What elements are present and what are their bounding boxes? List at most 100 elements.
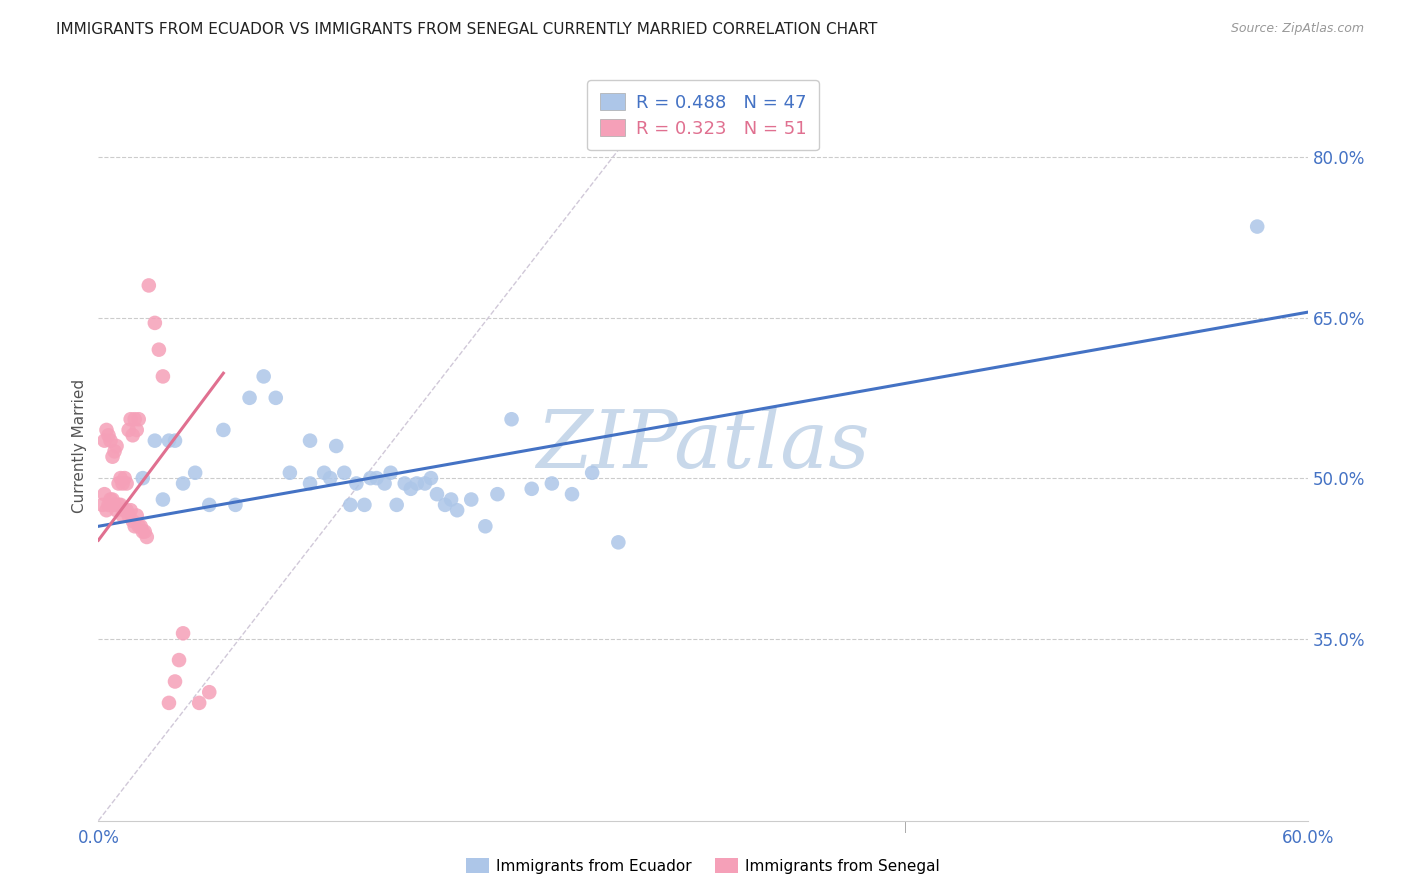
Point [420,471,443,485]
Point [581,466,603,480]
Point [460,492,482,507]
Point [121,514,143,528]
Point [111,508,134,523]
Point [198,498,221,512]
Point [374,476,396,491]
Point [152,492,174,507]
Point [110,498,132,512]
Point [314,466,336,480]
Point [93,434,115,448]
Point [172,626,194,640]
Point [124,519,146,533]
Point [172,476,194,491]
Point [132,524,155,539]
Text: IMMIGRANTS FROM ECUADOR VS IMMIGRANTS FROM SENEGAL CURRENTLY MARRIED CORRELATION: IMMIGRANTS FROM ECUADOR VS IMMIGRANTS FR… [56,22,877,37]
Point [93,487,115,501]
Point [1246,219,1268,234]
Point [105,503,128,517]
Point [143,316,166,330]
Point [167,653,190,667]
Legend: R = 0.488   N = 47, R = 0.323   N = 51: R = 0.488 N = 47, R = 0.323 N = 51 [586,80,820,151]
Point [561,487,583,501]
Point [134,524,156,539]
Point [129,519,152,533]
Point [114,503,136,517]
Point [97,428,120,442]
Point [501,412,523,426]
Point [114,471,136,485]
Point [96,423,118,437]
Point [152,369,174,384]
Point [394,476,416,491]
Point [353,498,375,512]
Point [520,482,543,496]
Point [434,498,457,512]
Point [360,471,382,485]
Point [115,476,138,491]
Point [157,696,180,710]
Point [385,498,408,512]
Point [446,503,468,517]
Y-axis label: Currently Married: Currently Married [72,379,87,513]
Point [111,476,134,491]
Point [101,450,124,464]
Point [239,391,262,405]
Point [91,498,114,512]
Point [344,476,367,491]
Point [107,498,129,512]
Point [426,487,449,501]
Legend: Immigrants from Ecuador, Immigrants from Senegal: Immigrants from Ecuador, Immigrants from… [460,852,946,880]
Point [103,444,125,458]
Point [224,498,246,512]
Point [124,412,146,426]
Point [115,503,138,517]
Point [128,412,150,426]
Point [319,471,342,485]
Point [121,428,143,442]
Point [118,508,141,523]
Point [138,278,160,293]
Point [198,685,221,699]
Point [132,471,155,485]
Point [163,674,186,689]
Point [440,492,463,507]
Point [107,476,129,491]
Point [100,434,122,448]
Point [125,508,148,523]
Point [405,476,427,491]
Point [184,466,207,480]
Point [101,492,124,507]
Point [413,476,436,491]
Point [128,519,150,533]
Point [325,439,347,453]
Point [110,471,132,485]
Point [143,434,166,448]
Point [299,476,322,491]
Point [333,466,356,480]
Point [120,412,142,426]
Point [100,492,122,507]
Point [103,498,125,512]
Point [120,503,142,517]
Point [299,434,322,448]
Point [264,391,287,405]
Point [399,482,422,496]
Point [96,503,118,517]
Point [105,439,128,453]
Point [253,369,276,384]
Point [474,519,496,533]
Point [339,498,361,512]
Text: Source: ZipAtlas.com: Source: ZipAtlas.com [1230,22,1364,36]
Point [278,466,301,480]
Point [118,423,141,437]
Point [212,423,235,437]
Point [380,466,402,480]
Text: ZIPatlas: ZIPatlas [536,408,870,484]
Point [607,535,630,549]
Point [157,434,180,448]
Point [135,530,157,544]
Point [366,471,388,485]
Point [97,498,120,512]
Point [148,343,170,357]
Point [540,476,562,491]
